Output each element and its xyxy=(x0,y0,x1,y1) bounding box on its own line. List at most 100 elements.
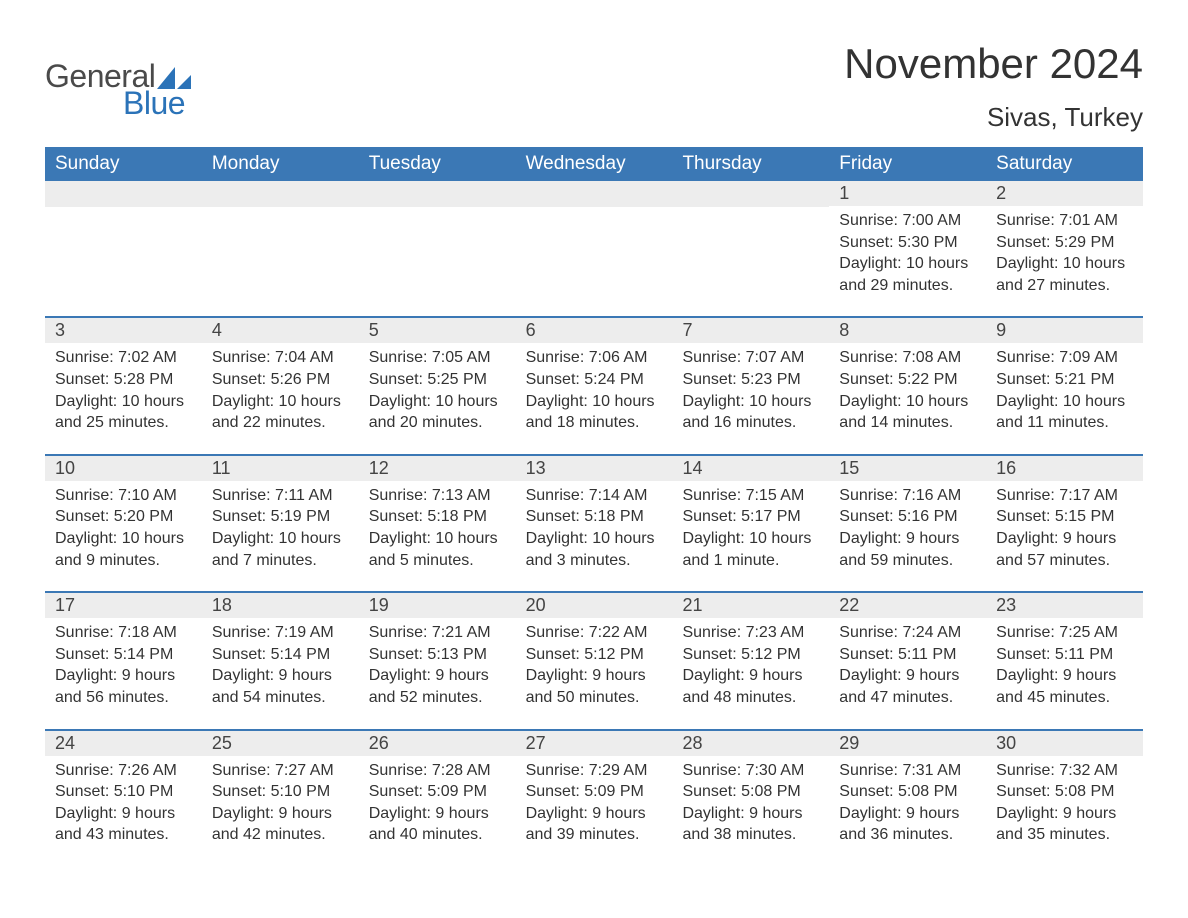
day-number: 11 xyxy=(202,456,359,481)
week-row: 1Sunrise: 7:00 AMSunset: 5:30 PMDaylight… xyxy=(45,181,1143,316)
weekday-friday: Friday xyxy=(829,147,986,181)
day-day2: and 9 minutes. xyxy=(55,550,192,572)
day-number: 18 xyxy=(202,593,359,618)
day-day1: Daylight: 10 hours xyxy=(212,391,349,413)
day-details: Sunrise: 7:28 AMSunset: 5:09 PMDaylight:… xyxy=(359,756,516,846)
day-number: 13 xyxy=(516,456,673,481)
day-day2: and 39 minutes. xyxy=(526,824,663,846)
day-day2: and 48 minutes. xyxy=(682,687,819,709)
day-details: Sunrise: 7:10 AMSunset: 5:20 PMDaylight:… xyxy=(45,481,202,571)
day-day2: and 38 minutes. xyxy=(682,824,819,846)
day-details: Sunrise: 7:31 AMSunset: 5:08 PMDaylight:… xyxy=(829,756,986,846)
day-day1: Daylight: 9 hours xyxy=(996,665,1133,687)
weekday-saturday: Saturday xyxy=(986,147,1143,181)
day-sunset: Sunset: 5:15 PM xyxy=(996,506,1133,528)
day-cell-24: 24Sunrise: 7:26 AMSunset: 5:10 PMDayligh… xyxy=(45,731,202,866)
day-number: 26 xyxy=(359,731,516,756)
day-details: Sunrise: 7:04 AMSunset: 5:26 PMDaylight:… xyxy=(202,343,359,433)
day-sunset: Sunset: 5:08 PM xyxy=(996,781,1133,803)
week-row: 24Sunrise: 7:26 AMSunset: 5:10 PMDayligh… xyxy=(45,729,1143,866)
day-day1: Daylight: 9 hours xyxy=(369,803,506,825)
day-details: Sunrise: 7:26 AMSunset: 5:10 PMDaylight:… xyxy=(45,756,202,846)
day-sunset: Sunset: 5:13 PM xyxy=(369,644,506,666)
day-sunrise: Sunrise: 7:26 AM xyxy=(55,760,192,782)
day-details: Sunrise: 7:00 AMSunset: 5:30 PMDaylight:… xyxy=(829,206,986,296)
day-sunrise: Sunrise: 7:15 AM xyxy=(682,485,819,507)
day-sunset: Sunset: 5:10 PM xyxy=(212,781,349,803)
day-sunset: Sunset: 5:10 PM xyxy=(55,781,192,803)
day-day2: and 1 minute. xyxy=(682,550,819,572)
day-sunrise: Sunrise: 7:18 AM xyxy=(55,622,192,644)
day-details: Sunrise: 7:02 AMSunset: 5:28 PMDaylight:… xyxy=(45,343,202,433)
day-day2: and 35 minutes. xyxy=(996,824,1133,846)
day-day2: and 43 minutes. xyxy=(55,824,192,846)
day-number xyxy=(359,181,516,207)
day-sunrise: Sunrise: 7:24 AM xyxy=(839,622,976,644)
day-cell-1: 1Sunrise: 7:00 AMSunset: 5:30 PMDaylight… xyxy=(829,181,986,316)
day-day2: and 25 minutes. xyxy=(55,412,192,434)
day-cell-29: 29Sunrise: 7:31 AMSunset: 5:08 PMDayligh… xyxy=(829,731,986,866)
day-cell-6: 6Sunrise: 7:06 AMSunset: 5:24 PMDaylight… xyxy=(516,318,673,453)
day-day2: and 5 minutes. xyxy=(369,550,506,572)
day-cell-9: 9Sunrise: 7:09 AMSunset: 5:21 PMDaylight… xyxy=(986,318,1143,453)
day-day1: Daylight: 9 hours xyxy=(839,528,976,550)
day-sunset: Sunset: 5:12 PM xyxy=(682,644,819,666)
day-number: 16 xyxy=(986,456,1143,481)
day-cell-empty xyxy=(359,181,516,316)
day-day1: Daylight: 9 hours xyxy=(682,803,819,825)
day-sunrise: Sunrise: 7:28 AM xyxy=(369,760,506,782)
day-cell-3: 3Sunrise: 7:02 AMSunset: 5:28 PMDaylight… xyxy=(45,318,202,453)
day-day1: Daylight: 10 hours xyxy=(839,253,976,275)
day-details: Sunrise: 7:32 AMSunset: 5:08 PMDaylight:… xyxy=(986,756,1143,846)
day-cell-15: 15Sunrise: 7:16 AMSunset: 5:16 PMDayligh… xyxy=(829,456,986,591)
day-day1: Daylight: 9 hours xyxy=(839,803,976,825)
day-day1: Daylight: 9 hours xyxy=(369,665,506,687)
day-sunrise: Sunrise: 7:01 AM xyxy=(996,210,1133,232)
day-details: Sunrise: 7:13 AMSunset: 5:18 PMDaylight:… xyxy=(359,481,516,571)
day-cell-13: 13Sunrise: 7:14 AMSunset: 5:18 PMDayligh… xyxy=(516,456,673,591)
day-sunset: Sunset: 5:14 PM xyxy=(55,644,192,666)
day-sunrise: Sunrise: 7:25 AM xyxy=(996,622,1133,644)
day-day2: and 47 minutes. xyxy=(839,687,976,709)
calendar: SundayMondayTuesdayWednesdayThursdayFrid… xyxy=(45,147,1143,866)
day-cell-16: 16Sunrise: 7:17 AMSunset: 5:15 PMDayligh… xyxy=(986,456,1143,591)
day-day2: and 52 minutes. xyxy=(369,687,506,709)
day-number: 8 xyxy=(829,318,986,343)
day-day2: and 18 minutes. xyxy=(526,412,663,434)
day-day1: Daylight: 10 hours xyxy=(369,528,506,550)
day-number: 25 xyxy=(202,731,359,756)
day-number: 3 xyxy=(45,318,202,343)
day-day2: and 27 minutes. xyxy=(996,275,1133,297)
day-day1: Daylight: 10 hours xyxy=(996,391,1133,413)
day-cell-20: 20Sunrise: 7:22 AMSunset: 5:12 PMDayligh… xyxy=(516,593,673,728)
day-day2: and 42 minutes. xyxy=(212,824,349,846)
day-details: Sunrise: 7:05 AMSunset: 5:25 PMDaylight:… xyxy=(359,343,516,433)
day-sunrise: Sunrise: 7:32 AM xyxy=(996,760,1133,782)
day-cell-empty xyxy=(45,181,202,316)
day-day1: Daylight: 10 hours xyxy=(996,253,1133,275)
day-day1: Daylight: 10 hours xyxy=(682,391,819,413)
day-sunrise: Sunrise: 7:06 AM xyxy=(526,347,663,369)
day-sunset: Sunset: 5:12 PM xyxy=(526,644,663,666)
day-cell-19: 19Sunrise: 7:21 AMSunset: 5:13 PMDayligh… xyxy=(359,593,516,728)
day-details: Sunrise: 7:01 AMSunset: 5:29 PMDaylight:… xyxy=(986,206,1143,296)
day-number xyxy=(672,181,829,207)
day-day2: and 7 minutes. xyxy=(212,550,349,572)
day-details: Sunrise: 7:30 AMSunset: 5:08 PMDaylight:… xyxy=(672,756,829,846)
day-sunrise: Sunrise: 7:07 AM xyxy=(682,347,819,369)
day-number xyxy=(45,181,202,207)
day-details: Sunrise: 7:17 AMSunset: 5:15 PMDaylight:… xyxy=(986,481,1143,571)
day-details: Sunrise: 7:18 AMSunset: 5:14 PMDaylight:… xyxy=(45,618,202,708)
day-sunrise: Sunrise: 7:13 AM xyxy=(369,485,506,507)
day-sunset: Sunset: 5:16 PM xyxy=(839,506,976,528)
day-cell-17: 17Sunrise: 7:18 AMSunset: 5:14 PMDayligh… xyxy=(45,593,202,728)
day-sunset: Sunset: 5:19 PM xyxy=(212,506,349,528)
day-number: 1 xyxy=(829,181,986,206)
week-row: 10Sunrise: 7:10 AMSunset: 5:20 PMDayligh… xyxy=(45,454,1143,591)
day-number: 20 xyxy=(516,593,673,618)
day-cell-5: 5Sunrise: 7:05 AMSunset: 5:25 PMDaylight… xyxy=(359,318,516,453)
day-day1: Daylight: 9 hours xyxy=(682,665,819,687)
day-sunset: Sunset: 5:23 PM xyxy=(682,369,819,391)
day-number: 27 xyxy=(516,731,673,756)
day-number: 6 xyxy=(516,318,673,343)
